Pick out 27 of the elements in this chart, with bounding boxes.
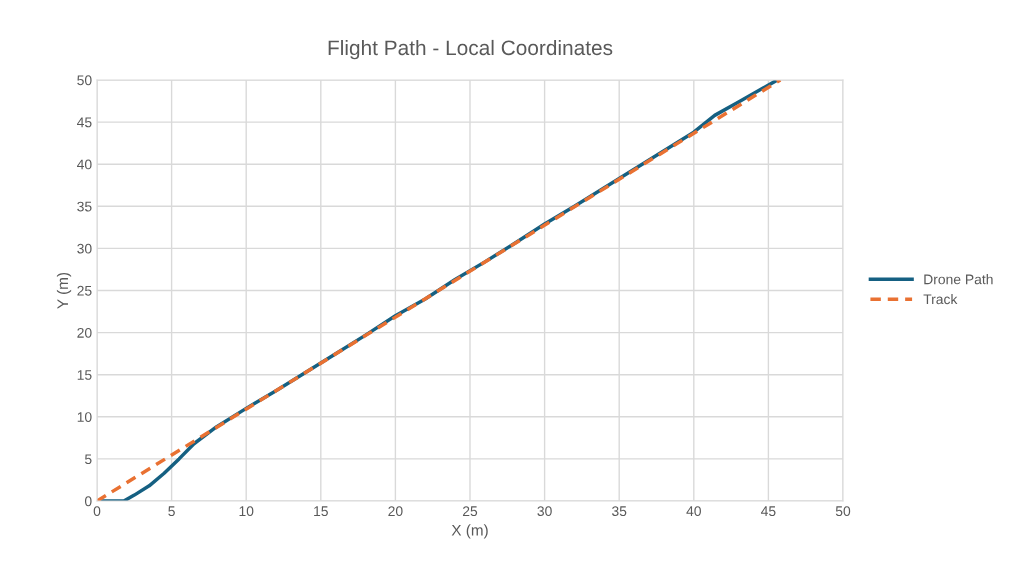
x-tick-label: 35 (612, 506, 627, 517)
y-tick-label: 5 (84, 454, 92, 465)
x-tick-label: 10 (239, 506, 254, 517)
x-tick-label: 45 (761, 506, 776, 517)
chart-title: Flight Path - Local Coordinates (328, 39, 613, 60)
y-tick-label: 25 (77, 285, 92, 296)
y-tick-label: 50 (77, 75, 92, 86)
legend-label: Track (923, 293, 958, 305)
x-axis-title: X (m) (451, 524, 488, 539)
x-tick-label: 25 (462, 506, 478, 517)
x-tick-label: 30 (537, 506, 552, 517)
x-tick-label: 50 (835, 506, 851, 517)
legend-label: Drone Path (924, 274, 993, 285)
y-axis-title: Y (m) (56, 272, 72, 309)
y-tick-label: 45 (77, 117, 92, 128)
x-tick-label: 40 (686, 506, 701, 517)
y-tick-label: 35 (77, 201, 92, 212)
y-tick-label: 0 (84, 496, 92, 507)
x-tick-label: 20 (388, 506, 403, 517)
y-tick-label: 15 (77, 370, 92, 380)
x-tick-label: 5 (168, 506, 175, 517)
y-tick-label: 20 (77, 327, 92, 338)
y-tick-label: 10 (77, 412, 92, 422)
x-tick-label: 15 (314, 506, 328, 517)
y-tick-label: 40 (77, 159, 92, 170)
y-tick-label: 30 (77, 243, 92, 254)
x-tick-label: 0 (93, 506, 101, 517)
